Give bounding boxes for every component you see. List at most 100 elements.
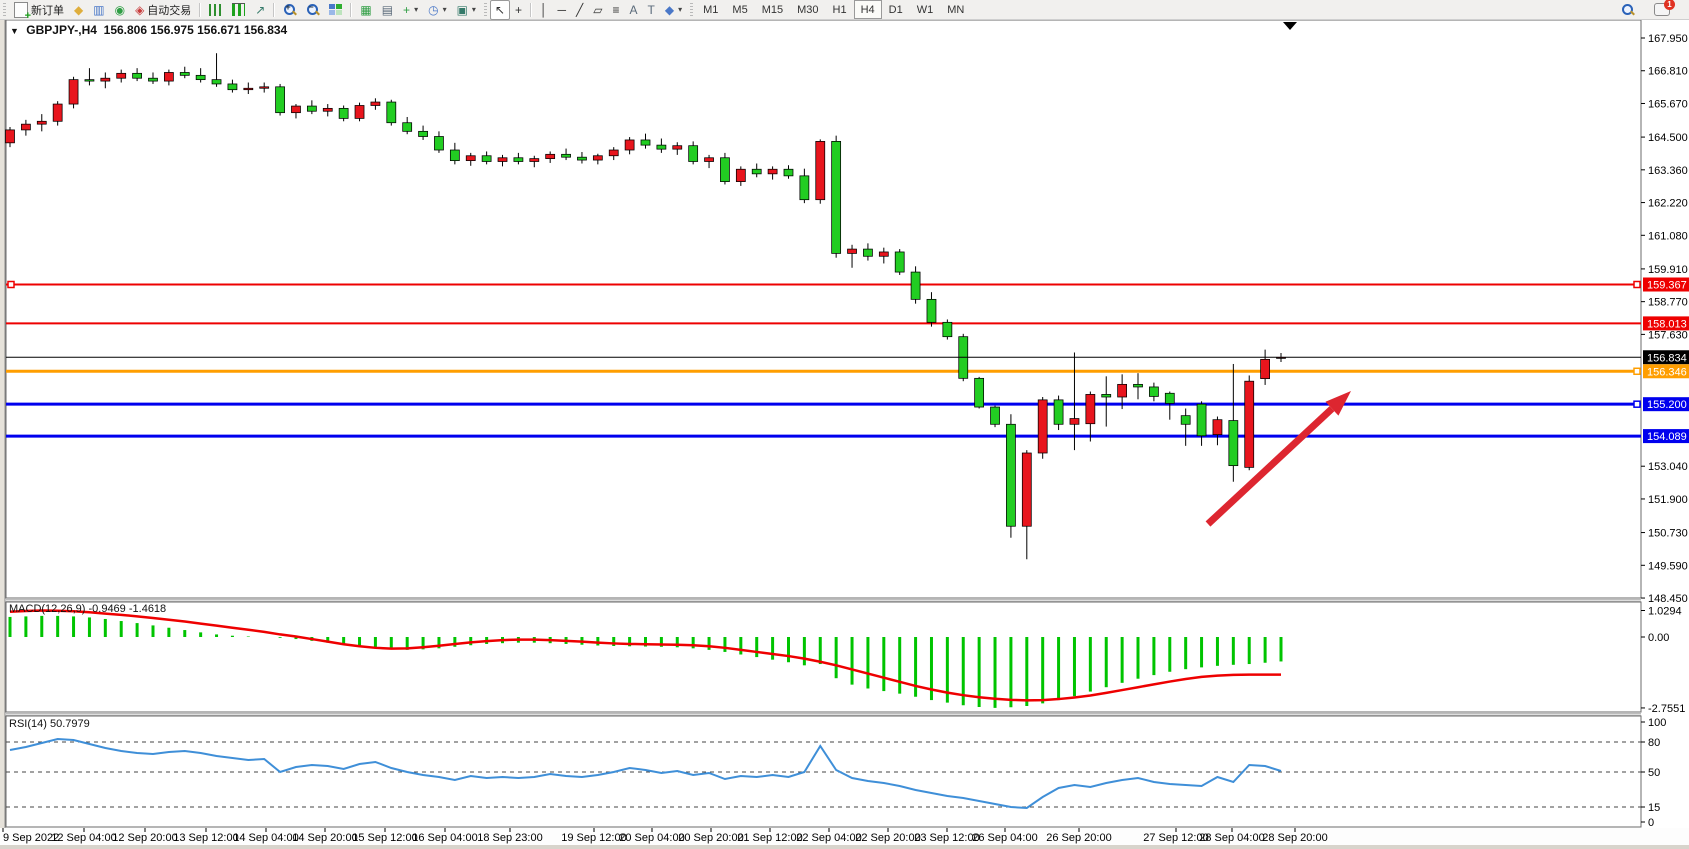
hline-handle[interactable] <box>7 280 15 289</box>
time-tick-label: 14 Sep 04:00 <box>233 832 298 844</box>
price-badge-label: 155.200 <box>1647 399 1687 411</box>
channel-button[interactable]: ▱ <box>588 0 607 20</box>
line-chart-icon: ↗ <box>255 2 266 17</box>
timeframe-label: W1 <box>916 3 934 16</box>
tab-timeframe-m15[interactable]: M15 <box>755 0 790 19</box>
new-order-button[interactable]: + 新订单 <box>9 0 69 21</box>
text-icon: A <box>629 2 638 17</box>
candle <box>894 251 905 273</box>
zoom-in-button[interactable]: + <box>278 0 301 20</box>
toolbar-grip[interactable] <box>3 3 6 16</box>
timeframe-label: M5 <box>732 3 748 16</box>
tab-timeframe-h4[interactable]: H4 <box>853 0 882 19</box>
candle <box>878 251 889 257</box>
arrows-button[interactable]: ◆ ▾ <box>660 0 687 20</box>
candle <box>783 168 794 177</box>
tab-timeframe-mn[interactable]: MN <box>940 0 971 19</box>
tab-timeframe-d1[interactable]: D1 <box>882 0 910 19</box>
toolbar-grip[interactable] <box>483 3 487 16</box>
time-tick-label: 13 Sep 12:00 <box>173 832 238 844</box>
tab-timeframe-h1[interactable]: H1 <box>826 0 854 19</box>
period-button[interactable]: ◷ ▾ <box>423 0 452 20</box>
candle <box>116 72 127 79</box>
search-button[interactable] <box>1616 0 1639 20</box>
tab-timeframe-w1[interactable]: W1 <box>910 0 941 19</box>
tab-timeframe-m1[interactable]: M1 <box>696 0 725 19</box>
candle <box>5 129 15 144</box>
time-tick-label: 15 Sep 12:00 <box>352 832 417 844</box>
rsi-tick-label: 15 <box>1648 802 1660 814</box>
hline-handle[interactable] <box>1633 367 1641 376</box>
add-indicator-icon: + <box>403 2 411 17</box>
time-tick-label: 20 Sep 04:00 <box>619 832 684 844</box>
vertical-line-icon: │ <box>540 2 548 17</box>
indicators-button[interactable]: ▦ <box>355 0 376 20</box>
candle <box>592 155 603 161</box>
macd-series: 1.0294 0.00 -2.7551 <box>8 605 1685 715</box>
vertical-line-button[interactable]: │ <box>535 0 553 20</box>
tab-timeframe-m30[interactable]: M30 <box>790 0 825 19</box>
new-order-icon: + <box>14 1 31 21</box>
cursor-button[interactable]: ↖ <box>489 0 510 20</box>
candle <box>847 248 857 254</box>
trendline-button[interactable]: ╱ <box>571 0 588 20</box>
chart-shift-marker[interactable] <box>1283 22 1297 30</box>
crosshair-button[interactable]: + <box>510 0 527 20</box>
line-chart-button[interactable]: ↗ <box>250 0 270 20</box>
profiles-button[interactable]: ▥ <box>88 0 109 20</box>
auto-trading-icon: ◈ <box>135 2 145 17</box>
bar-chart-button[interactable] <box>204 0 227 20</box>
time-tick-label: 26 Sep 04:00 <box>972 832 1037 844</box>
time-tick-label: 26 Sep 20:00 <box>1046 832 1111 844</box>
time-tick-label: 16 Sep 04:00 <box>412 832 477 844</box>
price-tick-label: 149.590 <box>1648 560 1688 572</box>
horizontal-line-button[interactable]: ─ <box>553 0 572 20</box>
candle <box>926 298 937 323</box>
hline-handle[interactable] <box>1633 400 1641 408</box>
price-tick-label: 148.450 <box>1648 593 1688 605</box>
candle <box>910 271 921 300</box>
macd-tick-label: 0.00 <box>1648 632 1669 644</box>
candle <box>688 145 699 162</box>
tab-timeframe-m5[interactable]: M5 <box>725 0 754 19</box>
macd-panel[interactable] <box>5 601 1642 713</box>
hline-handle[interactable] <box>1633 280 1641 289</box>
objects-list-button[interactable]: ▤ <box>377 0 398 20</box>
chat-button[interactable]: 1 <box>1649 0 1675 20</box>
text-label-icon: T <box>647 2 655 17</box>
alerts-button[interactable]: ◉ <box>110 0 130 20</box>
timeframe-label: M30 <box>797 3 819 16</box>
zoom-out-button[interactable]: − <box>301 0 324 20</box>
alerts-icon: ◉ <box>114 2 126 17</box>
price-badge-label: 159.367 <box>1647 280 1687 292</box>
indicators-icon: ▦ <box>360 2 372 17</box>
candle <box>100 77 111 82</box>
candle <box>767 168 778 175</box>
channel-icon: ▱ <box>593 2 603 17</box>
text-button[interactable]: A <box>625 0 643 20</box>
template-button[interactable]: ▣ ▾ <box>452 0 481 20</box>
candle <box>418 130 428 137</box>
candle <box>640 139 651 146</box>
text-label-button[interactable]: T <box>643 0 660 20</box>
price-chart-panel[interactable] <box>5 19 1642 599</box>
trend-arrow[interactable] <box>1205 391 1351 527</box>
candle <box>1244 380 1255 468</box>
tile-windows-icon <box>329 3 343 16</box>
candle <box>720 157 730 182</box>
candlestick-chart-button[interactable] <box>227 0 250 20</box>
toolbar-grip[interactable] <box>690 3 694 16</box>
timeframe-label: H4 <box>860 3 875 16</box>
tile-windows-button[interactable] <box>324 0 347 20</box>
fibonacci-button[interactable]: ≡ <box>608 0 625 20</box>
auto-trading-button[interactable]: ◈ 自动交易 <box>130 0 196 20</box>
chart-object-button[interactable]: ◆ <box>69 0 88 20</box>
add-indicator-button[interactable]: + ▾ <box>398 0 423 20</box>
zoom-out-icon: − <box>306 2 321 16</box>
horizontal-line-objects[interactable] <box>6 280 1641 438</box>
candle <box>386 101 397 124</box>
candle <box>1021 452 1032 527</box>
price-tick-label: 150.730 <box>1648 528 1688 540</box>
timeframe-label: H1 <box>832 3 847 16</box>
